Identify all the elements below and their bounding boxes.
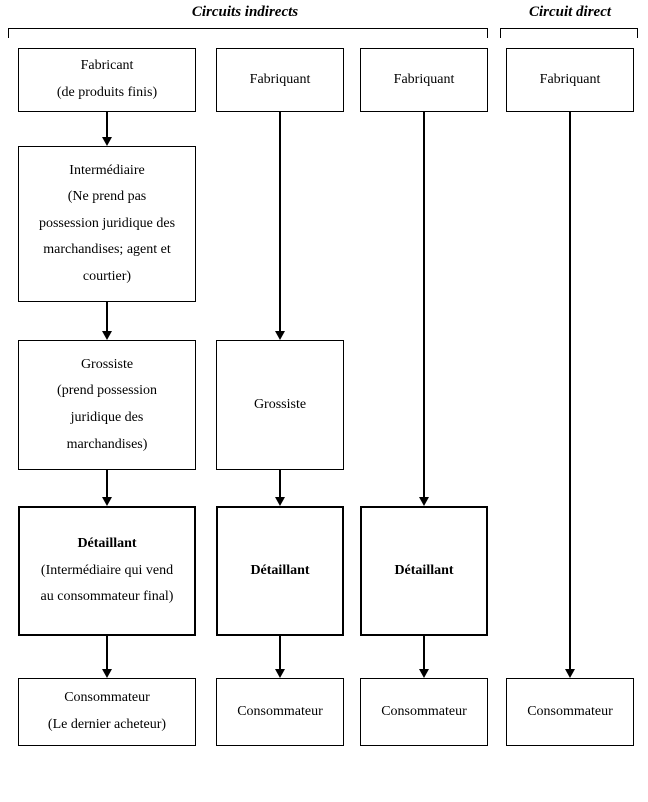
header-direct: Circuit direct	[500, 4, 640, 21]
arrow-c3-1	[423, 112, 425, 498]
col2-cons-label: Consommateur	[237, 699, 323, 726]
col4-fabricant: Fabriquant	[506, 48, 634, 112]
col2-fabricant: Fabriquant	[216, 48, 344, 112]
arrowhead-c1-2	[102, 331, 112, 340]
col1-interm-l4: marchandises; agent et	[43, 237, 171, 264]
arrow-c4-1	[569, 112, 571, 670]
col1-detail-l2: (Intermédiaire qui vend	[41, 558, 173, 585]
col1-detaillant: Détaillant (Intermédiaire qui vend au co…	[18, 506, 196, 636]
col1-interm-l2: (Ne prend pas	[68, 184, 147, 211]
arrowhead-c1-3	[102, 497, 112, 506]
col4-fabricant-label: Fabriquant	[540, 67, 601, 94]
col3-detaillant: Détaillant	[360, 506, 488, 636]
col3-detail-label: Détaillant	[394, 558, 453, 585]
arrow-c1-4	[106, 636, 108, 670]
col2-fabricant-label: Fabriquant	[250, 67, 311, 94]
col2-consommateur: Consommateur	[216, 678, 344, 746]
arrow-c3-2	[423, 636, 425, 670]
arrowhead-c2-3	[275, 669, 285, 678]
col1-interm-l1: Intermédiaire	[69, 158, 144, 185]
arrowhead-c3-2	[419, 669, 429, 678]
col4-cons-label: Consommateur	[527, 699, 613, 726]
col1-detail-l3: au consommateur final)	[41, 584, 174, 611]
header-indirect: Circuits indirects	[0, 4, 490, 21]
arrow-c1-3	[106, 470, 108, 498]
col3-fabricant-label: Fabriquant	[394, 67, 455, 94]
col1-detail-l1: Détaillant	[77, 531, 136, 558]
col2-detail-label: Détaillant	[250, 558, 309, 585]
col2-detaillant: Détaillant	[216, 506, 344, 636]
col1-interm-l5: courtier)	[83, 264, 131, 291]
col1-intermediaire: Intermédiaire (Ne prend pas possession j…	[18, 146, 196, 302]
arrow-c1-2	[106, 302, 108, 332]
col1-consommateur: Consommateur (Le dernier acheteur)	[18, 678, 196, 746]
arrow-c2-1	[279, 112, 281, 332]
col1-grossiste: Grossiste (prend possession juridique de…	[18, 340, 196, 470]
arrowhead-c3-1	[419, 497, 429, 506]
col2-grossiste: Grossiste	[216, 340, 344, 470]
col1-gross-l1: Grossiste	[81, 352, 133, 379]
bracket-indirect	[8, 28, 488, 38]
col4-consommateur: Consommateur	[506, 678, 634, 746]
col3-cons-label: Consommateur	[381, 699, 467, 726]
col1-gross-l2: (prend possession	[57, 378, 157, 405]
bracket-direct	[500, 28, 638, 38]
arrow-c2-2	[279, 470, 281, 498]
col3-fabricant: Fabriquant	[360, 48, 488, 112]
arrowhead-c1-4	[102, 669, 112, 678]
col1-cons-l2: (Le dernier acheteur)	[48, 712, 166, 739]
arrow-c1-1	[106, 112, 108, 138]
arrowhead-c1-1	[102, 137, 112, 146]
col1-fabricant: Fabricant (de produits finis)	[18, 48, 196, 112]
col1-cons-l1: Consommateur	[64, 685, 150, 712]
arrow-c2-3	[279, 636, 281, 670]
col2-gross-label: Grossiste	[254, 392, 306, 419]
arrowhead-c2-2	[275, 497, 285, 506]
col3-consommateur: Consommateur	[360, 678, 488, 746]
col1-gross-l3: juridique des	[71, 405, 144, 432]
col1-interm-l3: possession juridique des	[39, 211, 175, 238]
arrowhead-c4-1	[565, 669, 575, 678]
col1-fabricant-l2: (de produits finis)	[57, 80, 157, 107]
arrowhead-c2-1	[275, 331, 285, 340]
col1-fabricant-l1: Fabricant	[81, 53, 134, 80]
col1-gross-l4: marchandises)	[67, 432, 148, 459]
